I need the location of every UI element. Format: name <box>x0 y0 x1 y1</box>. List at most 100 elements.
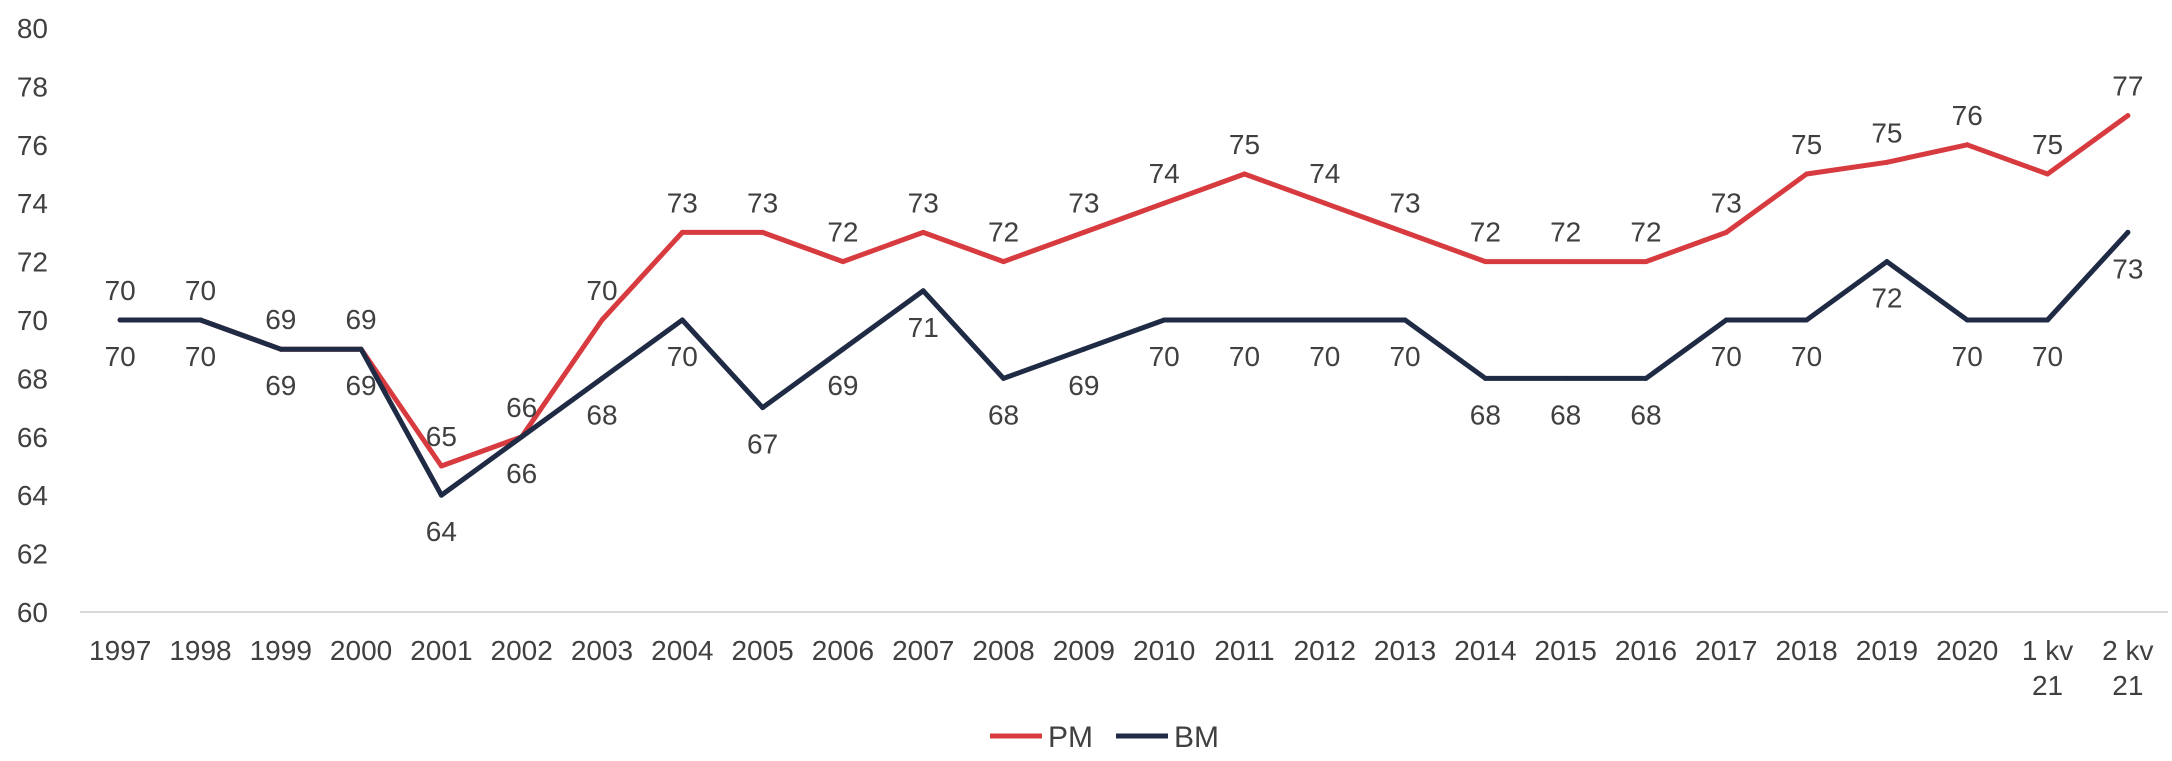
data-labels: 70 70 69 69 65 66 70 73 73 72 73 72 73 74 75 74 73 72 72 72… <box>105 71 2144 548</box>
data-label-pm: 69 <box>345 304 376 335</box>
data-label-bm: 66 <box>506 458 537 489</box>
data-label-pm: 70 <box>105 275 136 306</box>
x-tick-label: 2008 <box>972 635 1034 666</box>
data-point-bm <box>1322 317 1328 323</box>
data-label-pm: 73 <box>1389 187 1420 218</box>
data-label-pm: 66 <box>506 392 537 423</box>
x-tick-label: 2019 <box>1856 635 1918 666</box>
x-tick-label: 2005 <box>731 635 793 666</box>
y-tick-label: 60 <box>17 597 48 628</box>
data-point-bm <box>358 346 364 352</box>
data-point-bm <box>1482 375 1488 381</box>
data-point-pm <box>599 317 605 323</box>
data-label-bm: 70 <box>2032 341 2063 372</box>
data-point-bm <box>1001 375 1007 381</box>
data-point-pm <box>2125 113 2131 119</box>
data-point-pm <box>679 229 685 235</box>
data-label-bm: 70 <box>1952 341 1983 372</box>
data-label-pm: 70 <box>586 275 617 306</box>
data-label-pm: 73 <box>1068 187 1099 218</box>
legend-label-pm: PM <box>1048 721 1093 754</box>
data-label-pm: 70 <box>185 275 216 306</box>
y-tick-label: 76 <box>17 130 48 161</box>
data-point-pm <box>760 229 766 235</box>
data-label-bm: 67 <box>747 429 778 460</box>
data-point-pm <box>1081 229 1087 235</box>
x-axis: 1997 1998 1999 2000 2001 2002 2003 2004 2005 2006… <box>80 611 2168 701</box>
x-tick-label: 2020 <box>1936 635 1998 666</box>
data-point-pm <box>2045 171 2051 177</box>
data-label-bm: 70 <box>1711 341 1742 372</box>
x-tick-label: 2015 <box>1535 635 1597 666</box>
data-label-bm: 64 <box>426 516 457 547</box>
data-point-bm <box>1884 259 1890 265</box>
data-label-bm: 68 <box>1550 399 1581 430</box>
data-label-bm: 70 <box>1309 341 1340 372</box>
data-label-pm: 74 <box>1149 158 1180 189</box>
data-point-pm <box>438 463 444 469</box>
data-label-bm: 68 <box>586 399 617 430</box>
x-tick-label: 2002 <box>491 635 553 666</box>
data-label-bm: 72 <box>1871 283 1902 314</box>
x-tick-label: 2013 <box>1374 635 1436 666</box>
data-point-pm <box>1161 200 1167 206</box>
x-tick-label: 2012 <box>1294 635 1356 666</box>
y-tick-label: 78 <box>17 71 48 102</box>
x-tick-label: 2001 <box>410 635 472 666</box>
data-point-bm <box>117 317 123 323</box>
data-point-bm <box>679 317 685 323</box>
x-tick-label: 2003 <box>571 635 633 666</box>
data-point-bm <box>760 405 766 411</box>
data-label-bm: 70 <box>667 341 698 372</box>
data-label-bm: 68 <box>988 399 1019 430</box>
data-label-bm: 69 <box>265 370 296 401</box>
data-point-bm <box>1964 317 1970 323</box>
data-label-bm: 68 <box>1630 399 1661 430</box>
y-tick-label: 68 <box>17 363 48 394</box>
series-lines <box>117 113 2131 498</box>
legend-label-bm: BM <box>1174 721 1219 754</box>
data-label-pm: 72 <box>988 217 1019 248</box>
data-label-bm: 70 <box>105 341 136 372</box>
data-label-pm: 75 <box>1871 117 1902 148</box>
x-tick-label: 2010 <box>1133 635 1195 666</box>
y-tick-label: 80 <box>17 13 48 44</box>
data-point-bm <box>1241 317 1247 323</box>
data-label-pm: 72 <box>1550 217 1581 248</box>
data-label-pm: 69 <box>265 304 296 335</box>
data-point-bm <box>1723 317 1729 323</box>
data-point-pm <box>1001 259 1007 265</box>
data-label-bm: 70 <box>1229 341 1260 372</box>
data-point-pm <box>1884 159 1890 165</box>
x-tick-label: 2006 <box>812 635 874 666</box>
data-point-bm <box>1804 317 1810 323</box>
data-point-bm <box>2045 317 2051 323</box>
x-tick-label: 1998 <box>169 635 231 666</box>
data-label-pm: 73 <box>908 187 939 218</box>
series-line-pm <box>117 113 2131 469</box>
data-point-pm <box>1241 171 1247 177</box>
data-point-bm <box>197 317 203 323</box>
data-point-bm <box>1563 375 1569 381</box>
x-tick-label: 21 <box>2112 670 2143 701</box>
x-tick-label: 2018 <box>1775 635 1837 666</box>
data-point-pm <box>1643 259 1649 265</box>
data-point-bm <box>1643 375 1649 381</box>
data-point-bm <box>278 346 284 352</box>
x-tick-label: 1997 <box>89 635 151 666</box>
data-label-pm: 65 <box>426 421 457 452</box>
data-point-bm <box>1161 317 1167 323</box>
data-label-pm: 72 <box>1630 217 1661 248</box>
data-label-bm: 70 <box>1389 341 1420 372</box>
data-label-pm: 73 <box>1711 187 1742 218</box>
x-tick-label: 1999 <box>250 635 312 666</box>
data-point-bm <box>519 434 525 440</box>
data-label-bm: 71 <box>908 312 939 343</box>
data-point-pm <box>840 259 846 265</box>
data-label-bm: 68 <box>1470 399 1501 430</box>
x-tick-label: 2014 <box>1454 635 1516 666</box>
y-axis: 60 62 64 66 68 70 72 74 76 78 80 <box>17 13 48 628</box>
data-label-bm: 69 <box>345 370 376 401</box>
data-label-pm: 72 <box>1470 217 1501 248</box>
